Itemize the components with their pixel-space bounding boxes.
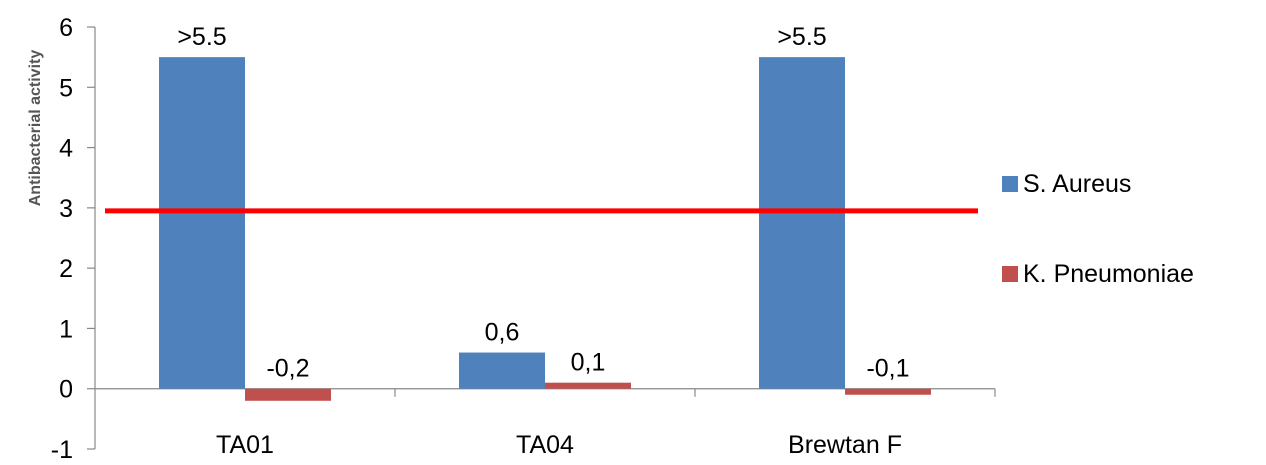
- bar: [159, 57, 245, 389]
- legend-swatch: [1002, 176, 1018, 192]
- bar: [459, 352, 545, 389]
- category-labels: TA01 TA04 Brewtan F: [216, 431, 902, 459]
- y-tick-label: 0: [59, 376, 73, 404]
- y-tick-label: 2: [59, 255, 73, 283]
- y-tick-label: 5: [59, 74, 73, 102]
- bar: [245, 388, 331, 401]
- data-label: 0,6: [485, 319, 520, 347]
- y-axis-label: Antibacterial activity: [27, 50, 44, 207]
- data-label: 0,1: [571, 349, 606, 377]
- legend-swatch: [1002, 266, 1018, 282]
- data-label: >5.5: [777, 23, 826, 51]
- category-label: TA04: [516, 431, 574, 459]
- y-tick-label: 1: [59, 315, 73, 343]
- bar: [545, 382, 631, 389]
- category-label: Brewtan F: [788, 431, 902, 459]
- legend-label: S. Aureus: [1023, 170, 1131, 198]
- y-tick-label: 3: [59, 195, 73, 223]
- data-label: -0,1: [866, 355, 909, 383]
- legend-label: K. Pneumoniae: [1023, 260, 1194, 288]
- category-label: TA01: [216, 431, 274, 459]
- data-labels: >5.5 -0,2 0,6 0,1 >5.5 -0,1: [177, 23, 909, 383]
- y-axis-ticks: -1 0 1 2 3 4 5 6: [51, 14, 95, 464]
- data-label: -0,2: [266, 355, 309, 383]
- bar: [845, 388, 931, 395]
- data-label: >5.5: [177, 23, 226, 51]
- legend: S. Aureus K. Pneumoniae: [1002, 170, 1194, 288]
- y-tick-label: -1: [51, 436, 73, 464]
- bar: [759, 57, 845, 389]
- y-tick-label: 4: [59, 135, 73, 163]
- bars: [159, 57, 931, 401]
- y-tick-label: 6: [59, 14, 73, 42]
